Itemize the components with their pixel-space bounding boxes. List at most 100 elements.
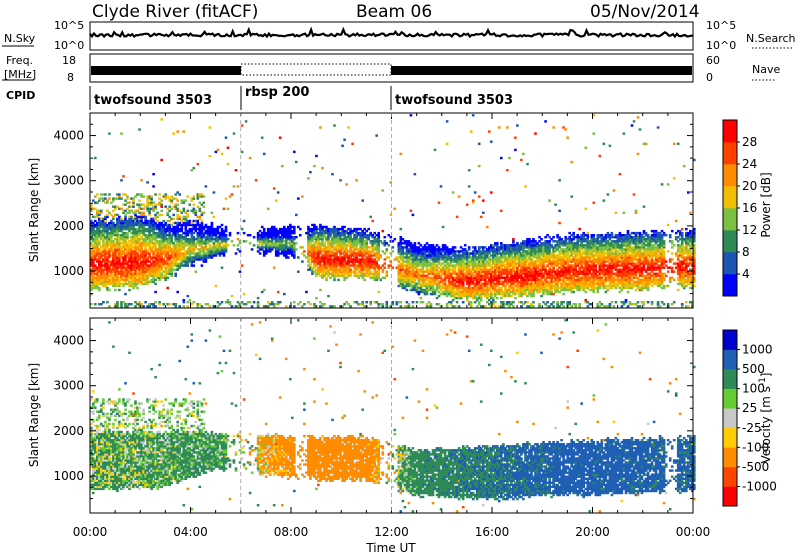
- power-cell: [492, 286, 495, 290]
- power-cell: [236, 238, 240, 241]
- power-cell: [212, 244, 216, 247]
- power-cell: [532, 238, 535, 241]
- power-cell: [236, 231, 240, 235]
- power-cell: [132, 197, 135, 200]
- power-cell: [449, 282, 453, 286]
- power-cell: [345, 248, 348, 251]
- power-cell: [488, 246, 491, 249]
- power-cell: [518, 246, 521, 249]
- power-cell: [114, 223, 117, 227]
- freq-trace: [91, 66, 692, 75]
- power-cell: [138, 258, 141, 261]
- power-cell: [291, 242, 294, 245]
- power-cell: [124, 252, 127, 255]
- nsky-right-tick-bottom: 10^0: [706, 39, 736, 52]
- power-cell: [373, 264, 376, 267]
- power-cell: [512, 262, 515, 265]
- power-cell: [94, 248, 97, 251]
- power-cell: [469, 286, 473, 290]
- power-cell: [120, 266, 123, 269]
- power-cell: [150, 278, 153, 282]
- power-cell: [506, 301, 509, 304]
- power-cell: [359, 252, 362, 255]
- power-cell: [401, 238, 405, 241]
- power-cell: [313, 248, 316, 251]
- power-cell: [349, 229, 352, 233]
- power-cell: [186, 231, 190, 235]
- power-cell: [124, 248, 127, 251]
- power-cell: [166, 268, 169, 271]
- power-cell: [437, 303, 441, 306]
- power-cell: [126, 272, 129, 275]
- power-cell: [262, 238, 266, 241]
- power-cell: [112, 276, 115, 279]
- power-cell: [486, 288, 489, 292]
- power-cell: [122, 264, 125, 267]
- power-cell: [90, 207, 93, 210]
- power-cell: [341, 305, 344, 308]
- power-cell: [180, 246, 184, 249]
- power-cell: [463, 256, 467, 259]
- power-cell: [110, 276, 113, 279]
- power-cell: [204, 223, 208, 227]
- power-cell: [361, 262, 364, 265]
- power-cell: [325, 278, 328, 282]
- power-cell: [431, 268, 435, 271]
- power-cell: [96, 276, 99, 279]
- power-cell: [198, 248, 202, 251]
- power-cell: [536, 246, 539, 249]
- power-cell: [287, 234, 290, 237]
- power-cell: [315, 252, 318, 255]
- power-cell: [154, 238, 157, 241]
- power-cell: [116, 264, 119, 267]
- power-cell: [325, 229, 328, 233]
- power-cell: [528, 256, 531, 259]
- power-cell: [120, 254, 123, 257]
- power-cell: [339, 262, 342, 265]
- power-cell: [423, 254, 427, 257]
- power-cell: [128, 217, 131, 221]
- power-cell: [490, 244, 493, 247]
- power-cell: [94, 201, 97, 204]
- power-cell: [490, 260, 493, 263]
- power-cell: [343, 274, 346, 277]
- power-cell: [477, 280, 481, 284]
- power-cell: [399, 252, 403, 255]
- power-cell: [190, 252, 194, 255]
- power-cell: [359, 234, 362, 237]
- power-cell: [333, 272, 336, 275]
- power-cell: [357, 260, 360, 263]
- power-cell: [490, 274, 493, 277]
- power-cell: [498, 250, 501, 253]
- power-cell: [451, 246, 455, 249]
- power-cell: [516, 286, 519, 290]
- power-cell: [142, 215, 145, 219]
- power-cell: [180, 219, 184, 223]
- power-cell: [475, 305, 479, 308]
- power-cell: [220, 234, 224, 237]
- power-cell: [172, 221, 175, 225]
- power-cell: [184, 231, 188, 235]
- power-cell: [490, 246, 493, 249]
- power-cell: [122, 234, 125, 237]
- power-cell: [490, 268, 493, 271]
- power-cell: [538, 268, 541, 271]
- power-cell: [144, 254, 147, 257]
- power-cell: [138, 266, 141, 269]
- power-cell: [335, 240, 338, 243]
- power-cell: [337, 240, 340, 243]
- power-cell: [419, 248, 423, 251]
- power-cell: [532, 276, 535, 279]
- power-cell: [319, 258, 322, 261]
- power-cell: [158, 260, 161, 263]
- power-cell: [329, 248, 332, 251]
- power-cell: [433, 260, 437, 263]
- power-cell: [528, 290, 531, 294]
- power-cell: [510, 244, 513, 247]
- power-cell: [114, 270, 117, 273]
- power-cell: [486, 301, 489, 304]
- power-cell: [433, 282, 437, 286]
- power-cell: [335, 260, 338, 263]
- power-cell: [534, 260, 537, 263]
- power-cell: [417, 258, 421, 261]
